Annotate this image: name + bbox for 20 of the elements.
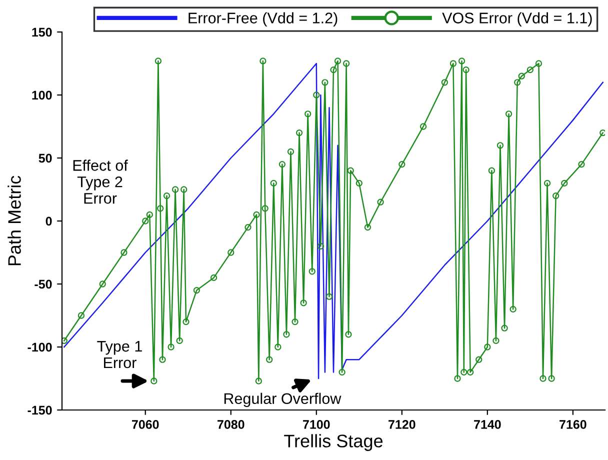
y-tick-label: -50: [34, 280, 52, 289]
y-tick-label: 0: [46, 216, 52, 226]
x-tick-label: 7080: [218, 420, 244, 429]
annotation: Type 1 Error: [97, 341, 142, 368]
y-tick-label: 150: [32, 28, 52, 37]
y-tick-label: 50: [38, 154, 52, 163]
x-tick-label: 7120: [388, 420, 416, 429]
annotation: Effect of Type 2 Error: [73, 160, 128, 204]
y-tick-label: -100: [28, 342, 52, 352]
x-tick-label: 7140: [474, 420, 501, 429]
y-tick-label: -150: [28, 406, 52, 415]
x-tick-label: 7100: [303, 420, 330, 429]
x-tick-label: 7160: [560, 420, 586, 429]
y-tick-label: 100: [32, 90, 52, 100]
x-axis-title: Trellis Stage: [284, 434, 383, 451]
legend-label: VOS Error (Vdd = 1.1): [442, 12, 592, 26]
legend-label: Error-Free (Vdd = 1.2): [188, 12, 338, 26]
annotation: Regular Overflow: [224, 392, 342, 408]
y-axis-title: Path Metric: [8, 176, 21, 266]
x-tick-label: 7060: [132, 420, 159, 429]
